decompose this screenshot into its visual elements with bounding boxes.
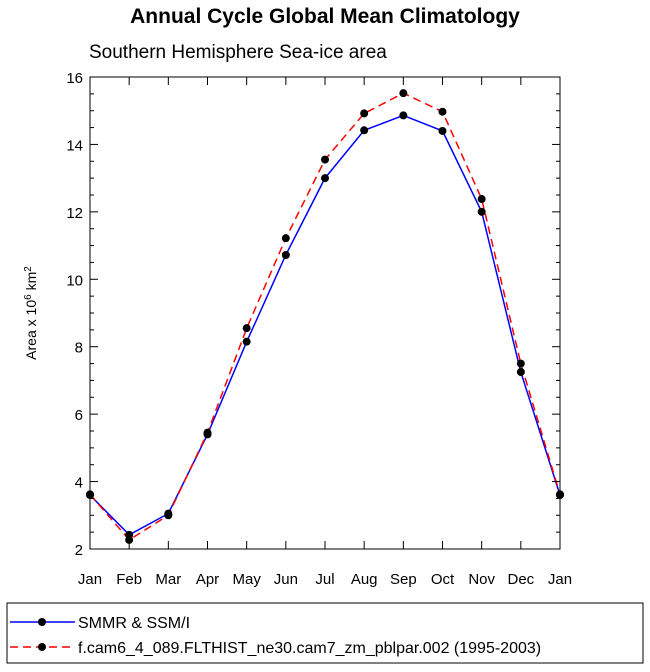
y-axis-label-unit-exponent: 2 (23, 266, 34, 272)
series-2-point (399, 89, 408, 98)
y-axis-label: Area x 106 km2 (23, 266, 40, 360)
legend: SMMR & SSM/I f.cam6_4_089.FLTHIST_ne30.ca… (10, 615, 541, 657)
x-tick-label: Jan (78, 571, 102, 588)
y-tick-label: 8 (75, 340, 83, 357)
y-axis-label-unit: km (23, 272, 39, 295)
x-tick-label: Apr (196, 571, 219, 588)
legend-box (6, 602, 644, 664)
x-tick-label: Oct (431, 571, 455, 588)
x-tick-label: Jul (315, 571, 334, 588)
y-tick-label: 4 (75, 475, 83, 492)
chart-title: Annual Cycle Global Mean Climatology (130, 5, 520, 28)
y-tick-label: 14 (66, 137, 83, 154)
x-tick-label: Dec (507, 571, 534, 588)
series-1-point (321, 174, 329, 183)
legend-label-2: f.cam6_4_089.FLTHIST_ne30.cam7_zm_pblpar… (78, 640, 541, 657)
series-1-point (399, 111, 408, 120)
x-tick-label: Nov (468, 571, 495, 588)
series-2-point (164, 511, 173, 520)
axes: 2 4 6 8 10 12 14 16 Jan Feb Mar Apr May Jun Jul Aug Sep O… (66, 70, 572, 588)
x-tick-label: Aug (351, 571, 378, 588)
series-2-point (321, 155, 329, 164)
x-tick-label: Mar (155, 571, 181, 588)
x-tick-label: Feb (116, 571, 142, 588)
series-1-point (477, 207, 486, 216)
series-2-point (360, 109, 369, 118)
x-tick-label: May (232, 571, 261, 588)
series-1-point (281, 251, 290, 260)
y-axis-label-prefix: Area x 10 (23, 300, 39, 360)
series-1-point (438, 126, 447, 135)
y-tick-label: 6 (75, 407, 83, 424)
x-tick-label: Jun (274, 571, 298, 588)
legend-label-1: SMMR & SSM/I (78, 615, 190, 632)
legend-marker-1 (38, 618, 46, 626)
x-tick-label: Jan (548, 571, 572, 588)
y-tick-label: 10 (66, 272, 83, 289)
series-2-point (281, 234, 290, 243)
series-2-point (242, 324, 251, 333)
chart-subtitle: Southern Hemisphere Sea-ice area (89, 42, 387, 63)
series-2-point (516, 359, 525, 368)
y-tick-label: 16 (66, 70, 83, 87)
series-2-point (125, 535, 134, 544)
series-2-point (203, 428, 212, 437)
plot-area (86, 89, 564, 544)
x-tick-label: Sep (390, 571, 417, 588)
series-1-point (360, 126, 369, 135)
plot-frame (89, 76, 561, 550)
legend-marker-2 (38, 643, 46, 651)
series-2-point (438, 107, 447, 116)
y-tick-label: 2 (75, 542, 83, 559)
y-tick-label: 12 (66, 205, 83, 222)
series-1-point (516, 368, 525, 376)
series-2-point (477, 195, 486, 204)
series-1-point (242, 337, 251, 346)
y-axis-label-exponent: 6 (23, 294, 34, 300)
